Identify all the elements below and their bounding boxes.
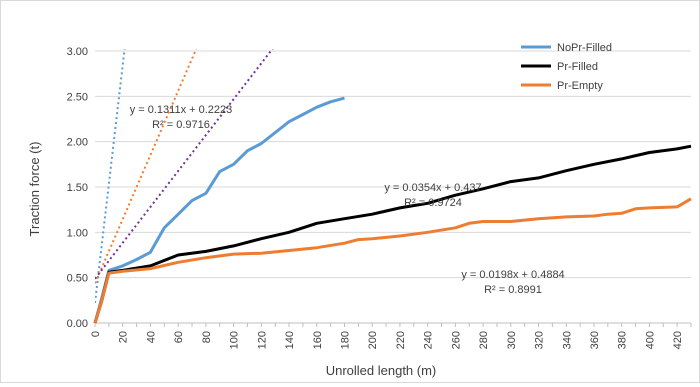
x-tick-label: 420 xyxy=(672,331,684,349)
y-tick-label: 0.00 xyxy=(67,318,88,330)
y-tick-label: 2.50 xyxy=(67,91,88,103)
x-tick-label: 40 xyxy=(145,331,157,343)
trendlines xyxy=(95,49,274,303)
x-tick-label: 360 xyxy=(589,331,601,349)
trendline-equation: y = 0.0354x + 0.437 xyxy=(384,182,481,194)
x-axis-title: Unrolled length (m) xyxy=(326,363,437,378)
x-tick-label: 340 xyxy=(561,331,573,349)
trendline-equation: y = 0.1311x + 0.2223 xyxy=(130,104,233,116)
legend-label: Pr-Empty xyxy=(557,80,603,92)
x-tick-label: 200 xyxy=(367,331,379,349)
series-line-pr-filled xyxy=(93,144,692,324)
trendline-pr-filled xyxy=(95,49,198,284)
y-tick-label: 2.00 xyxy=(67,137,88,149)
y-tick-label: 1.50 xyxy=(67,182,88,194)
trendline-r2: R² = 0.8991 xyxy=(484,284,542,296)
data-series xyxy=(93,96,692,324)
y-tick-label: 0.50 xyxy=(67,273,88,285)
x-tick-label: 380 xyxy=(617,331,629,349)
x-tick-label: 160 xyxy=(312,331,324,349)
x-tick-label: 60 xyxy=(173,331,185,343)
y-axis-title: Traction force (t) xyxy=(27,142,42,237)
series-line-nopr-filled xyxy=(93,96,345,324)
x-tick-label: 240 xyxy=(423,331,435,349)
x-tick-label: 80 xyxy=(201,331,213,343)
x-tick-label: 280 xyxy=(478,331,490,349)
gridlines xyxy=(95,50,691,279)
trendline-r2: R² = 0.9716 xyxy=(152,119,210,131)
y-tick-label: 1.00 xyxy=(67,227,88,239)
series-line-pr-empty xyxy=(93,197,692,324)
x-tick-label: 120 xyxy=(256,331,268,349)
trendline-labels: y = 0.1311x + 0.2223 R² = 0.9716 y = 0.035… xyxy=(130,104,565,296)
trendline-equation: y = 0.0198x + 0.4884 xyxy=(461,269,564,281)
x-tick-label: 20 xyxy=(118,331,130,343)
x-tick-label: 300 xyxy=(506,331,518,349)
legend: NoPr-Filled Pr-Filled Pr-Empty xyxy=(521,42,612,92)
axes: 0.00 0.50 1.00 1.50 2.00 2.50 3.00 0 20 40 60 80 100… xyxy=(67,46,692,349)
x-tick-label: 400 xyxy=(644,331,656,349)
x-tick-label: 180 xyxy=(339,331,351,349)
x-tick-label: 0 xyxy=(90,331,102,337)
x-tick-label: 220 xyxy=(395,331,407,349)
legend-label: NoPr-Filled xyxy=(557,42,612,54)
x-tick-label: 100 xyxy=(229,331,241,349)
y-tick-label: 3.00 xyxy=(67,46,88,58)
x-tick-label: 320 xyxy=(534,331,546,349)
trendline-r2: R² = 0.9724 xyxy=(404,197,462,209)
x-tick-label: 140 xyxy=(284,331,296,349)
legend-label: Pr-Filled xyxy=(557,61,598,73)
x-tick-label: 260 xyxy=(450,331,462,349)
